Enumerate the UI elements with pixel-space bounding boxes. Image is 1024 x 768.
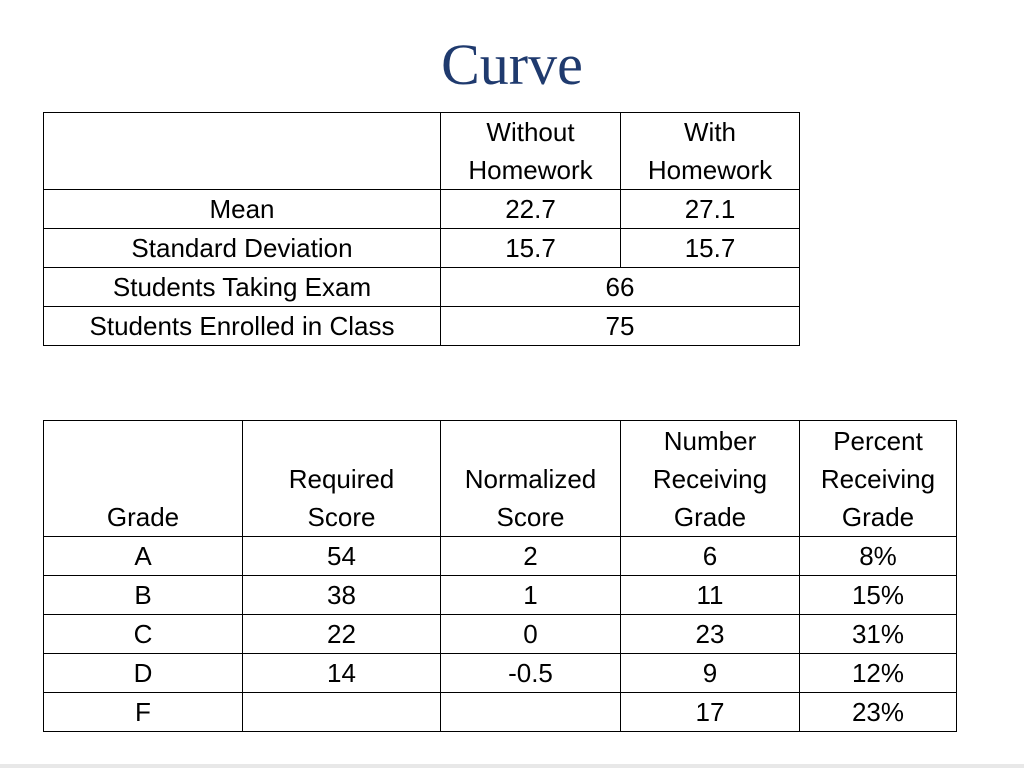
- header-line: Percent: [833, 426, 923, 456]
- required-score-cell: [242, 692, 441, 732]
- table-row: F 17 23%: [43, 692, 957, 732]
- number-receiving-cell: 9: [620, 653, 800, 693]
- number-receiving-cell: 17: [620, 692, 800, 732]
- stat-label: Students Taking Exam: [43, 267, 441, 307]
- percent-receiving-cell: 23%: [799, 692, 957, 732]
- table-row: D 14 -0.5 9 12%: [43, 653, 957, 693]
- grade-cell: A: [43, 536, 243, 576]
- percent-receiving-cell: 8%: [799, 536, 957, 576]
- header-required-score: Required Score: [242, 420, 441, 537]
- normalized-score-cell: 0: [440, 614, 621, 654]
- normalized-score-cell: 1: [440, 575, 621, 615]
- table-row: Mean 22.7 27.1: [43, 189, 800, 229]
- header-line: Homework: [468, 155, 593, 185]
- normalized-score-cell: [440, 692, 621, 732]
- header-grade: Grade: [43, 420, 243, 537]
- table-row: A 54 2 6 8%: [43, 536, 957, 576]
- header-line: Number: [663, 426, 757, 456]
- number-receiving-cell: 6: [620, 536, 800, 576]
- stat-without-value: 15.7: [440, 228, 621, 268]
- required-score-cell: 14: [242, 653, 441, 693]
- header-line: Receiving: [652, 464, 768, 494]
- header-number-receiving-grade: Number Receiving Grade: [620, 420, 800, 537]
- header-line: With: [684, 117, 736, 147]
- table-row: C 22 0 23 31%: [43, 614, 957, 654]
- normalized-score-cell: 2: [440, 536, 621, 576]
- stat-without-value: 22.7: [440, 189, 621, 229]
- grade-cell: F: [43, 692, 243, 732]
- header-line: Homework: [647, 155, 773, 185]
- grades-table: Grade Required Score Normalized Score Nu…: [43, 420, 957, 732]
- number-receiving-cell: 11: [620, 575, 800, 615]
- header-line: Grade: [106, 502, 180, 532]
- number-receiving-cell: 23: [620, 614, 800, 654]
- stats-header-row: Without Homework With Homework: [43, 112, 800, 190]
- stat-with-value: 15.7: [620, 228, 800, 268]
- grade-cell: C: [43, 614, 243, 654]
- header-line: Grade: [841, 502, 915, 532]
- bottom-divider: [0, 764, 1024, 768]
- table-row: Standard Deviation 15.7 15.7: [43, 228, 800, 268]
- header-line: Receiving: [820, 464, 936, 494]
- grade-cell: B: [43, 575, 243, 615]
- stat-label: Students Enrolled in Class: [43, 306, 441, 346]
- stat-label: Standard Deviation: [43, 228, 441, 268]
- stats-table: Without Homework With Homework Mean 22.7…: [43, 112, 800, 346]
- normalized-score-cell: -0.5: [440, 653, 621, 693]
- grades-header-row: Grade Required Score Normalized Score Nu…: [43, 420, 957, 537]
- grade-cell: D: [43, 653, 243, 693]
- header-line: Grade: [673, 502, 747, 532]
- required-score-cell: 38: [242, 575, 441, 615]
- table-row: B 38 1 11 15%: [43, 575, 957, 615]
- header-percent-receiving-grade: Percent Receiving Grade: [799, 420, 957, 537]
- header-line: Without: [486, 117, 575, 147]
- stat-label: Mean: [43, 189, 441, 229]
- header-normalized-score: Normalized Score: [440, 420, 621, 537]
- stats-header-without-homework: Without Homework: [440, 112, 621, 190]
- header-line: Required: [288, 464, 395, 494]
- header-line: Normalized: [464, 464, 597, 494]
- table-row: Students Taking Exam 66: [43, 267, 800, 307]
- stat-with-value: 27.1: [620, 189, 800, 229]
- percent-receiving-cell: 31%: [799, 614, 957, 654]
- percent-receiving-cell: 12%: [799, 653, 957, 693]
- stat-merged-value: 66: [440, 267, 800, 307]
- header-line: Score: [496, 502, 565, 532]
- header-line: Score: [307, 502, 376, 532]
- stats-header-with-homework: With Homework: [620, 112, 800, 190]
- required-score-cell: 22: [242, 614, 441, 654]
- percent-receiving-cell: 15%: [799, 575, 957, 615]
- stats-header-blank: [43, 112, 441, 190]
- slide-title: Curve: [441, 32, 583, 97]
- required-score-cell: 54: [242, 536, 441, 576]
- stat-merged-value: 75: [440, 306, 800, 346]
- table-row: Students Enrolled in Class 75: [43, 306, 800, 346]
